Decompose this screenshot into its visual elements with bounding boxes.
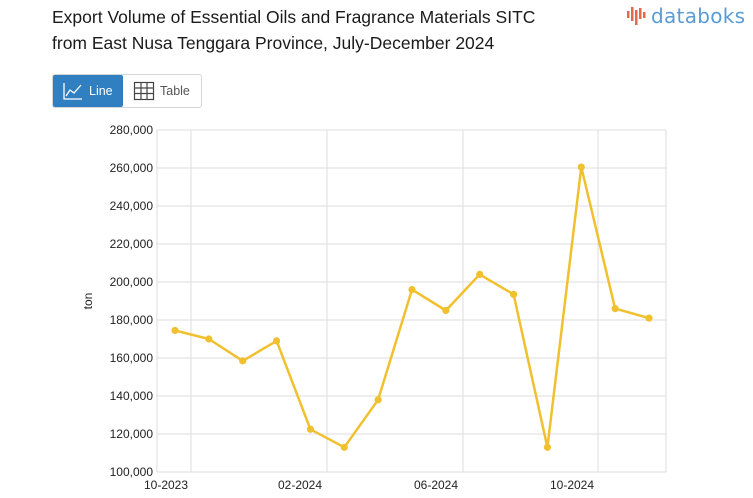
y-tick-label: 280,000 xyxy=(110,123,154,137)
data-point xyxy=(645,314,653,322)
y-tick-label: 200,000 xyxy=(110,275,154,289)
x-tick-label: 02-2024 xyxy=(278,478,322,492)
line-view-button[interactable]: Line xyxy=(53,75,123,107)
data-point xyxy=(408,286,416,294)
table-view-label: Table xyxy=(160,84,190,98)
data-point xyxy=(543,443,552,451)
data-point xyxy=(442,306,450,315)
chart-title: Export Volume of Essential Oils and Frag… xyxy=(52,4,535,56)
data-point xyxy=(577,163,585,171)
y-tick-label: 140,000 xyxy=(110,389,154,403)
view-toggle: Line Table xyxy=(52,74,202,108)
y-tick-label: 180,000 xyxy=(110,313,154,327)
data-point xyxy=(272,337,281,345)
data-point xyxy=(205,335,213,343)
x-tick-label: 06-2024 xyxy=(414,478,458,492)
data-point xyxy=(611,305,619,313)
series-line xyxy=(174,165,650,449)
data-point xyxy=(239,357,247,365)
y-axis-label: ton xyxy=(81,293,95,310)
y-tick-label: 160,000 xyxy=(110,351,154,365)
y-tick-label: 220,000 xyxy=(110,237,154,251)
x-tick-label: 10-2023 xyxy=(144,478,188,492)
databoks-logo[interactable]: databoks xyxy=(626,3,745,29)
table-icon xyxy=(133,81,155,101)
data-point xyxy=(306,425,315,433)
table-view-button[interactable]: Table xyxy=(123,75,190,107)
y-tick-label: 100,000 xyxy=(110,465,154,479)
databoks-bars-icon xyxy=(627,7,646,25)
data-point xyxy=(476,270,484,278)
data-point xyxy=(374,396,382,404)
y-tick-label: 240,000 xyxy=(110,199,154,213)
logo-text: databoks xyxy=(651,4,746,28)
data-point xyxy=(171,326,179,335)
x-tick-label: 10-2024 xyxy=(550,478,594,492)
chart-title-line2: from East Nusa Tenggara Province, July-D… xyxy=(52,33,495,53)
line-chart-icon xyxy=(63,83,82,100)
chart-title-line1: Export Volume of Essential Oils and Frag… xyxy=(52,7,536,27)
data-point xyxy=(340,443,348,451)
line-view-label: Line xyxy=(89,84,113,98)
y-tick-label: 120,000 xyxy=(110,427,154,441)
data-point xyxy=(509,290,518,298)
y-tick-label: 260,000 xyxy=(110,161,154,175)
